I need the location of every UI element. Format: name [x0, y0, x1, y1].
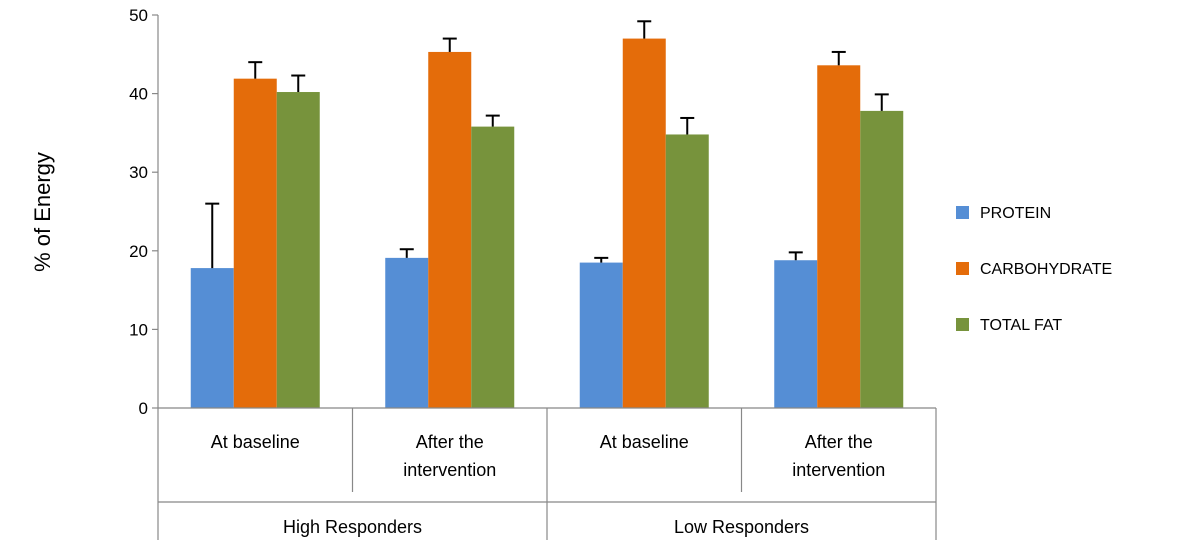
y-tick-label: 10 [129, 320, 148, 339]
y-axis-label: % of Energy [30, 152, 55, 272]
bar [774, 260, 818, 408]
y-tick-label: 40 [129, 85, 148, 104]
x-category-label: intervention [403, 460, 496, 480]
bar [190, 268, 234, 408]
bar [471, 126, 515, 408]
bar [276, 92, 320, 408]
x-category-label: After the [416, 432, 484, 452]
y-tick-label: 50 [129, 6, 148, 25]
bar [428, 51, 472, 408]
bar [579, 262, 623, 408]
x-category-label: intervention [792, 460, 885, 480]
bar [385, 257, 429, 408]
x-group-label: High Responders [283, 517, 422, 537]
bar [817, 65, 861, 408]
x-group-label: Low Responders [674, 517, 809, 537]
legend-label: TOTAL FAT [980, 317, 1062, 334]
x-category-label: At baseline [211, 432, 300, 452]
bar [233, 78, 277, 408]
bar [665, 134, 709, 409]
y-tick-label: 0 [139, 399, 148, 418]
legend-label: PROTEIN [980, 205, 1051, 222]
bar [622, 38, 666, 408]
legend-label: CARBOHYDRATE [980, 261, 1112, 278]
y-tick-label: 30 [129, 163, 148, 182]
x-category-label: After the [805, 432, 873, 452]
legend: PROTEIN CARBOHYDRATE TOTAL FAT [956, 205, 1112, 334]
legend-swatch [956, 206, 969, 219]
plot-area: 0 10 20 30 40 50 At baseline After the intervent… [129, 6, 937, 540]
legend-swatch [956, 318, 969, 331]
x-category-label: At baseline [600, 432, 689, 452]
y-tick-label: 20 [129, 242, 148, 261]
bar [860, 110, 904, 408]
legend-swatch [956, 262, 969, 275]
